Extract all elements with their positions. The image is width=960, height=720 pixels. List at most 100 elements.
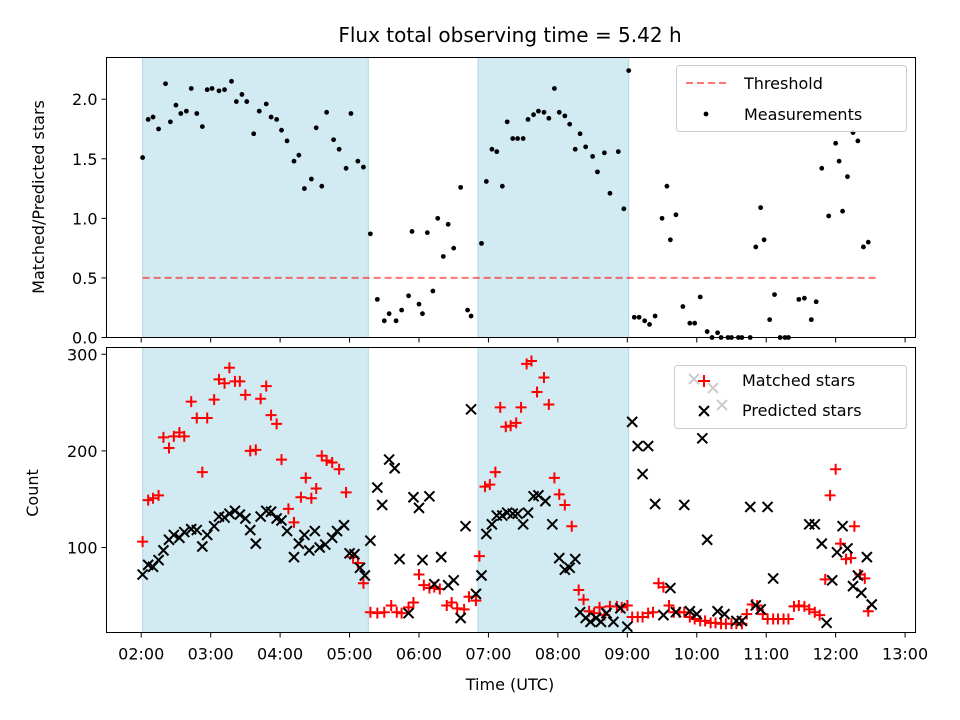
predicted-star-marker bbox=[364, 535, 377, 547]
measurement-point bbox=[826, 213, 832, 219]
matched-star-marker bbox=[578, 594, 590, 606]
measurement-point bbox=[284, 138, 290, 144]
predicted-star-marker bbox=[428, 578, 440, 590]
predicted-star-marker bbox=[157, 544, 170, 557]
matched-star-marker bbox=[219, 377, 231, 389]
matched-star-marker bbox=[396, 607, 408, 619]
measurement-point bbox=[652, 313, 658, 319]
predicted-star-marker bbox=[383, 453, 395, 466]
measurement-point bbox=[494, 149, 500, 155]
predicted-star-marker bbox=[416, 554, 429, 566]
matched-star-marker bbox=[185, 396, 197, 408]
measurement-point bbox=[583, 144, 589, 150]
top-panel: 0.00.51.01.52.0 Matched/Predicted stars … bbox=[29, 57, 916, 348]
measurement-point bbox=[525, 117, 531, 122]
matched-star-marker bbox=[385, 599, 397, 611]
measurement-point bbox=[504, 119, 510, 125]
top-observing-windows bbox=[142, 57, 630, 338]
matched-star-marker bbox=[566, 520, 578, 532]
matched-star-marker bbox=[663, 599, 675, 611]
top-x-ticks bbox=[140, 337, 906, 343]
measurement-point bbox=[468, 313, 474, 319]
measurement-point bbox=[361, 164, 366, 170]
predicted-star-marker bbox=[841, 542, 854, 555]
predicted-star-marker bbox=[736, 615, 748, 627]
predicted-star-marker bbox=[348, 548, 361, 560]
measurement-point bbox=[209, 86, 215, 91]
measurement-point bbox=[680, 304, 686, 309]
matched-star-marker bbox=[153, 489, 165, 501]
matched-star-marker bbox=[213, 373, 225, 385]
matched-star-marker bbox=[407, 597, 419, 609]
predicted-star-marker bbox=[831, 546, 843, 559]
matched-star-marker bbox=[178, 430, 190, 442]
measurement-point bbox=[664, 183, 670, 189]
observing-window-band bbox=[142, 347, 369, 633]
predicted-star-marker bbox=[642, 440, 654, 452]
measurement-point bbox=[595, 169, 600, 175]
measurement-point bbox=[216, 88, 222, 94]
matched-star-marker bbox=[305, 492, 317, 504]
predicted-star-marker bbox=[522, 506, 534, 519]
matched-star-marker bbox=[316, 450, 328, 462]
measurement-point bbox=[819, 165, 825, 171]
chart-title: Flux total observing time = 5.42 h bbox=[338, 23, 681, 47]
measurement-point bbox=[636, 314, 642, 320]
top-y-tick-label: 2.0 bbox=[72, 90, 97, 109]
matched-star-marker bbox=[223, 362, 235, 374]
measurement-point bbox=[381, 318, 387, 324]
matched-star-marker bbox=[191, 412, 203, 424]
matched-star-marker bbox=[531, 386, 543, 398]
measurement-point bbox=[244, 99, 250, 104]
measurement-point bbox=[796, 296, 802, 302]
matched-star-marker bbox=[326, 456, 338, 468]
predicted-star-marker bbox=[281, 525, 293, 537]
measurement-point bbox=[393, 318, 399, 324]
predicted-star-marker bbox=[664, 582, 677, 594]
matched-star-marker bbox=[515, 401, 527, 413]
matched-star-marker bbox=[168, 430, 180, 442]
bottom-observing-windows bbox=[142, 347, 630, 633]
measurement-point bbox=[308, 176, 314, 182]
predicted-star-marker bbox=[196, 540, 209, 553]
measurement-point bbox=[753, 244, 759, 250]
predicted-star-marker bbox=[803, 518, 815, 531]
measurement-point bbox=[336, 146, 342, 152]
predicted-star-marker bbox=[621, 620, 634, 633]
measurement-point bbox=[239, 92, 245, 97]
matched-star-marker bbox=[255, 393, 267, 405]
measurement-point bbox=[840, 208, 845, 214]
measurement-point bbox=[409, 229, 415, 234]
measurement-point bbox=[715, 330, 720, 336]
predicted-star-marker bbox=[855, 587, 868, 599]
top-y-tick-label: 1.0 bbox=[72, 209, 97, 228]
matched-star-marker bbox=[458, 603, 470, 615]
measurement-point bbox=[348, 111, 354, 116]
measurement-point bbox=[355, 158, 361, 164]
measurement-point bbox=[156, 126, 161, 132]
top-measurement-points bbox=[140, 68, 871, 340]
predicted-star-marker bbox=[632, 440, 644, 452]
measurement-point bbox=[845, 174, 850, 180]
measurement-point bbox=[331, 137, 336, 143]
top-y-tick-label: 1.5 bbox=[72, 150, 97, 169]
measurement-point bbox=[386, 311, 392, 317]
predicted-star-marker bbox=[191, 524, 203, 536]
measurement-point bbox=[659, 215, 665, 221]
predicted-star-marker bbox=[563, 562, 576, 574]
predicted-star-marker bbox=[826, 574, 838, 587]
measurement-point bbox=[590, 153, 595, 159]
predicted-star-marker bbox=[600, 607, 613, 619]
matched-star-marker bbox=[824, 489, 836, 501]
predicted-star-marker bbox=[852, 569, 864, 582]
measurement-point bbox=[667, 237, 673, 243]
measurement-point bbox=[865, 239, 871, 245]
predicted-star-marker bbox=[313, 541, 326, 554]
predicted-star-marker bbox=[250, 537, 262, 550]
matched-star-marker bbox=[782, 613, 794, 625]
predicted-star-marker bbox=[465, 403, 477, 416]
predicted-star-marker bbox=[223, 507, 236, 520]
matched-star-marker bbox=[494, 401, 506, 413]
predicted-legend-swatch bbox=[698, 399, 728, 417]
predicted-star-marker bbox=[407, 491, 420, 503]
